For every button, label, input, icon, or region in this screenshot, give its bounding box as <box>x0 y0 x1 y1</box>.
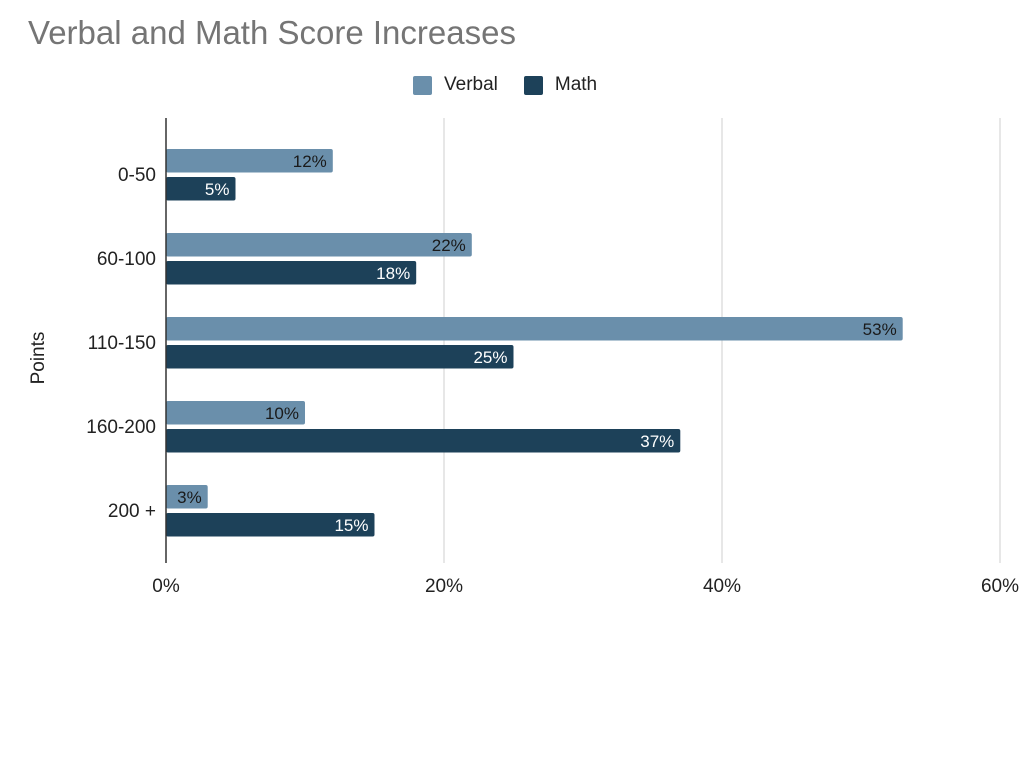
data-label: 3% <box>177 488 202 507</box>
x-tick-label: 60% <box>981 576 1019 597</box>
bar-verbal <box>166 233 472 257</box>
data-label: 10% <box>265 404 299 423</box>
y-tick-label: 0-50 <box>118 165 156 186</box>
bar-math <box>166 345 514 369</box>
y-tick-label: 160-200 <box>86 417 156 438</box>
legend-label-math: Math <box>554 74 598 95</box>
bar-math <box>166 513 375 537</box>
bar-math <box>166 429 681 453</box>
legend-item-math: Math <box>523 74 598 96</box>
bar-verbal <box>166 401 305 425</box>
data-label: 15% <box>334 516 368 535</box>
legend-swatch-verbal <box>413 75 432 95</box>
x-tick-label: 0% <box>152 576 180 597</box>
y-tick-label: 200 + <box>108 501 156 522</box>
data-label: 18% <box>376 264 410 283</box>
bar-math <box>166 261 417 285</box>
legend-label-verbal: Verbal <box>444 74 498 95</box>
bar-verbal <box>166 149 333 173</box>
data-label: 37% <box>640 432 674 451</box>
data-label: 12% <box>293 152 327 171</box>
x-tick-label: 20% <box>425 576 463 597</box>
x-tick-label: 40% <box>703 576 741 597</box>
bar-verbal <box>166 485 208 509</box>
data-label: 5% <box>205 180 230 199</box>
legend: Verbal Math <box>413 74 623 96</box>
bar-math <box>166 177 236 201</box>
data-label: 53% <box>863 320 897 339</box>
data-label: 22% <box>432 236 466 255</box>
data-label: 25% <box>473 348 507 367</box>
bar-verbal <box>166 317 903 341</box>
y-tick-label: 60-100 <box>97 249 156 270</box>
y-tick-label: 110-150 <box>88 333 156 354</box>
legend-swatch-math <box>523 75 543 95</box>
legend-item-verbal: Verbal <box>413 74 498 96</box>
chart-title: Verbal and Math Score Increases <box>28 14 516 51</box>
y-axis-title: Points <box>28 332 49 385</box>
